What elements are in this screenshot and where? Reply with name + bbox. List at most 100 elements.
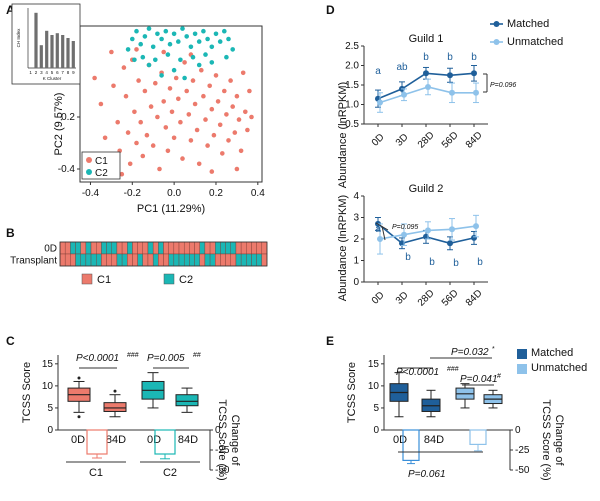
box-c1-0d-outlier [77, 415, 81, 419]
change-bar-c1 [86, 429, 108, 455]
x-tick-label: 28D [416, 288, 437, 309]
legend-label: Matched [507, 18, 549, 30]
heatmap-cell [163, 253, 169, 267]
y-tick-label: 3 [353, 213, 359, 224]
heatmap-cell [158, 253, 164, 267]
heatmap-cell [199, 253, 206, 267]
scatter-point-c2 [176, 39, 181, 44]
sig-mark: # [497, 373, 501, 380]
inset-x-tick-label: 7 [61, 70, 64, 75]
scatter-point-c1 [148, 104, 154, 109]
scatter-point-c1 [222, 88, 227, 94]
heatmap-cell [178, 253, 185, 267]
scatter-point-c1 [205, 143, 210, 148]
sig-p-value: P=0.005 [147, 353, 185, 364]
heatmap-frame [59, 241, 268, 267]
scatter-point-c2 [190, 54, 196, 60]
heatmap-cell [111, 241, 118, 255]
series-point-unmatched [377, 236, 383, 242]
heatmap-cell [235, 241, 242, 255]
heatmap-cell [204, 241, 211, 255]
heatmap-cell [127, 241, 133, 255]
scatter-point-c2 [196, 62, 202, 68]
legend-label: Matched [531, 347, 573, 359]
x-tick-label: -0.4 [82, 188, 100, 199]
sig-mark: ### [127, 352, 139, 359]
chart-title: Guild 2 [409, 183, 444, 195]
y-axis-title: PC2 (9.57%) [53, 93, 65, 156]
heatmap-cell [199, 241, 206, 255]
sig-letter: b [429, 257, 435, 268]
y-tick-label: 0 [47, 425, 53, 436]
inset-bar [39, 45, 43, 68]
sig-letter: b [405, 252, 411, 263]
heatmap-cell [178, 241, 185, 255]
inset-x-tick-label: 8 [67, 70, 70, 75]
scatter-point-c2 [125, 47, 131, 52]
legend-swatch [517, 364, 527, 374]
heatmap-cell [80, 253, 87, 267]
scatter-point-c2 [209, 44, 215, 50]
series-point-unmatched [473, 223, 479, 230]
scatter-point-c1 [209, 169, 215, 174]
heatmap-cell [194, 241, 200, 255]
panel-label-b: B [6, 226, 15, 240]
scatter-point-c1 [178, 119, 183, 125]
heatmap-cell [64, 241, 71, 255]
scatter-point-c1 [238, 148, 244, 154]
heatmap-cell [194, 253, 200, 267]
heatmap-cell [90, 241, 97, 255]
inset-bar [71, 41, 75, 68]
y-tick-label: 1 [353, 256, 359, 267]
y-tick-label: 0 [373, 425, 379, 436]
box-c2-84d-box [175, 394, 199, 407]
heatmap-cell [59, 241, 66, 255]
scatter-point-c1 [153, 80, 158, 86]
panel-label-a: A [6, 3, 15, 17]
scatter-point-c2 [171, 67, 177, 73]
inset-x-tick-label: 2 [35, 70, 38, 75]
y-tick-label: -0.4 [58, 164, 76, 175]
scatter-point-c2 [165, 52, 171, 57]
heatmap-cell [85, 241, 92, 255]
sig-letter: b [471, 52, 477, 63]
series-point-matched [447, 240, 453, 247]
series-point-unmatched [473, 89, 479, 96]
x-axis-title: PC1 (11.29%) [137, 203, 205, 215]
scatter-point-c1 [123, 93, 129, 99]
scatter-point-c2 [205, 36, 210, 42]
scatter-point-c1 [194, 127, 200, 133]
heatmap-cell [96, 253, 102, 267]
sig-p-value: P=0.041 [460, 374, 498, 385]
legend-label: C1 [95, 156, 108, 167]
heatmap-cell [235, 253, 242, 267]
scatter-point-c1 [226, 138, 231, 143]
series-point-matched [423, 70, 429, 77]
scatter-point-c2 [130, 36, 135, 42]
scatter-point-c1 [230, 104, 235, 109]
scatter-point-c1 [136, 78, 141, 83]
x-tick-label: 0.0 [167, 188, 181, 199]
scatter-point-c1 [157, 166, 162, 172]
y2-tick-label: 0 [215, 425, 221, 436]
scatter-point-c2 [171, 31, 177, 37]
inset-bar [66, 38, 70, 68]
scatter-point-c1 [245, 127, 250, 133]
panel-label-c: C [6, 334, 15, 348]
heatmap-cell [132, 241, 138, 255]
heatmap-cell [121, 241, 128, 255]
heatmap-cell [121, 253, 128, 267]
heatmap-cell [246, 253, 252, 267]
scatter-point-c1 [111, 83, 116, 89]
heatmap-cell [168, 253, 175, 267]
chart-title: Guild 1 [409, 33, 444, 45]
scatter-frame [79, 25, 263, 183]
change-bar-unmatched [469, 429, 487, 445]
scatter-point-c2 [201, 28, 206, 34]
legend-swatch [81, 273, 93, 285]
x-tick-label: 0D [147, 434, 161, 446]
heatmap-cell [261, 241, 268, 255]
heatmap-cell [225, 253, 231, 267]
heatmap-cell [75, 253, 81, 267]
scatter-point-c1 [182, 60, 187, 65]
